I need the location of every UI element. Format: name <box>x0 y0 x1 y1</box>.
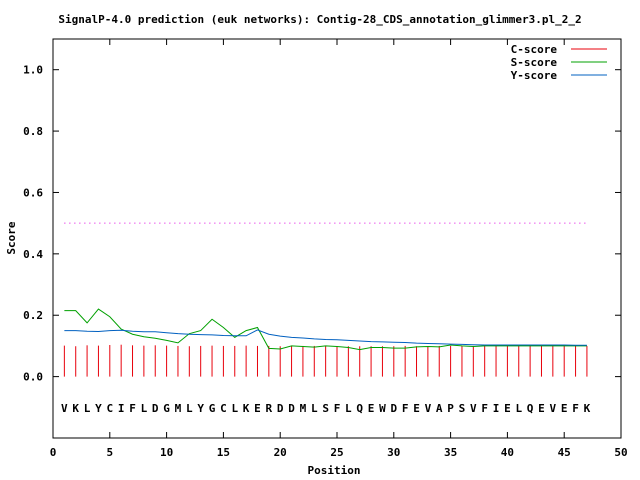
sequence-residue: Q <box>527 402 534 415</box>
y-tick-label: 0.4 <box>23 248 43 261</box>
sequence-residue: E <box>538 402 545 415</box>
sequence-residue: D <box>152 402 159 415</box>
sequence-residue: I <box>118 402 125 415</box>
sequence-residue: P <box>447 402 454 415</box>
sequence-residue: L <box>186 402 193 415</box>
legend-label: C-score <box>511 43 558 56</box>
sequence-residue: V <box>470 402 477 415</box>
sequence-residue: M <box>175 402 182 415</box>
sequence-residue: K <box>243 402 250 415</box>
sequence-residue: D <box>390 402 397 415</box>
sequence-residue: E <box>368 402 375 415</box>
sequence-residue: L <box>141 402 148 415</box>
sequence-residue: S <box>459 402 466 415</box>
y-tick-label: 0.0 <box>23 371 43 384</box>
x-tick-label: 10 <box>160 446 173 459</box>
x-tick-label: 0 <box>50 446 57 459</box>
sequence-residue: F <box>481 402 488 415</box>
sequence-residue: L <box>84 402 91 415</box>
x-tick-label: 45 <box>558 446 571 459</box>
sequence-residue: F <box>572 402 579 415</box>
data-series <box>63 308 588 377</box>
sequence-residue: V <box>425 402 432 415</box>
sequence-residue: K <box>584 402 591 415</box>
y-score-line <box>64 329 587 346</box>
sequence-residue: G <box>163 402 170 415</box>
sequence-residue: D <box>288 402 295 415</box>
sequence-residue: Q <box>356 402 363 415</box>
axes: 0.0 0.2 0.4 0.6 0.8 1.0 0 5 10 15 20 25 30 35 40 45 50 <box>23 38 628 459</box>
x-tick-label: 30 <box>387 446 400 459</box>
s-score-series <box>64 308 587 351</box>
x-axis-label: Position <box>308 464 361 477</box>
sequence-residue: L <box>311 402 318 415</box>
x-tick-label: 50 <box>614 446 627 459</box>
y-tick-label: 1.0 <box>23 64 43 77</box>
x-tick-label: 5 <box>106 446 113 459</box>
chart-title: SignalP-4.0 prediction (euk networks): C… <box>58 13 581 26</box>
sequence-residue: C <box>220 402 227 415</box>
x-tick-label: 40 <box>501 446 514 459</box>
s-score-line <box>64 308 587 351</box>
legend-label: S-score <box>511 56 558 69</box>
sequence-residue: L <box>515 402 522 415</box>
y-tick-label: 0.2 <box>23 309 43 322</box>
sequence-residue: E <box>504 402 511 415</box>
sequence-residue: E <box>413 402 420 415</box>
sequence-residue: F <box>129 402 136 415</box>
plot-frame <box>52 38 622 439</box>
y-tick-label: 0.6 <box>23 186 43 199</box>
sequence-residue: K <box>72 402 79 415</box>
sequence-residue: L <box>231 402 238 415</box>
sequence-residue: G <box>209 402 216 415</box>
sequence-residue: M <box>300 402 307 415</box>
y-score-series <box>64 329 587 346</box>
sequence-residue: A <box>436 402 443 415</box>
x-tick-label: 15 <box>217 446 230 459</box>
y-tick-label: 0.8 <box>23 125 43 138</box>
sequence-residue: F <box>334 402 341 415</box>
sequence-residue: S <box>322 402 329 415</box>
sequence-residue: E <box>254 402 261 415</box>
sequence-residue: V <box>61 402 68 415</box>
x-tick-label: 35 <box>444 446 457 459</box>
sequence-residue: L <box>345 402 352 415</box>
sequence-residue: D <box>277 402 284 415</box>
sequence-residue: W <box>379 402 386 415</box>
sequence-residue: F <box>402 402 409 415</box>
sequence-residue: V <box>550 402 557 415</box>
x-tick-label: 25 <box>330 446 343 459</box>
sequence-residue: C <box>106 402 113 415</box>
y-axis-label: Score <box>5 221 18 254</box>
sequence-residue: Y <box>197 402 204 415</box>
sequence-residue: E <box>561 402 568 415</box>
sequence-residue: R <box>266 402 273 415</box>
sequence-residue: Y <box>95 402 102 415</box>
legend-label: Y-score <box>511 69 558 82</box>
x-tick-label: 20 <box>274 446 287 459</box>
sequence-residue: I <box>493 402 500 415</box>
c-score-series <box>63 344 588 377</box>
